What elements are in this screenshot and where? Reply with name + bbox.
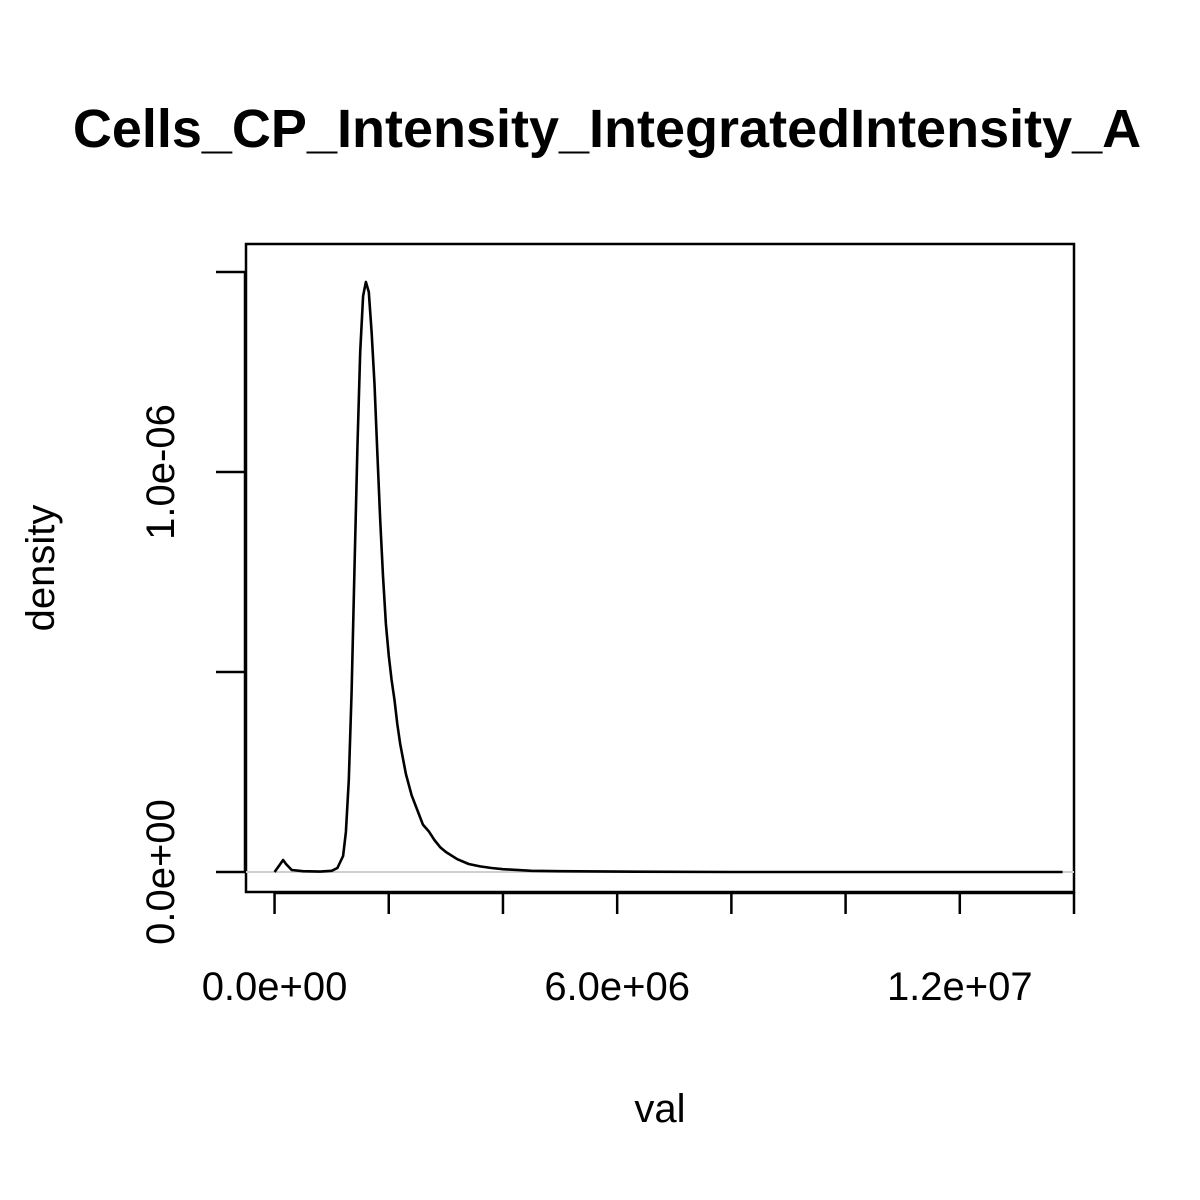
x-tick-label: 0.0e+00 [202, 965, 348, 1009]
x-tick-label: 6.0e+06 [544, 965, 690, 1009]
density-curve [273, 280, 1063, 874]
y-tick-label: 1.0e-06 [139, 404, 183, 540]
x-tick-label: 1.2e+07 [887, 965, 1033, 1009]
y-tick-label: 0.0e+00 [139, 799, 183, 945]
x-axis-label: val [634, 1087, 685, 1131]
chart-title: Cells_CP_Intensity_IntegratedIntensity_A [73, 99, 1141, 159]
y-axis-label: density [19, 505, 63, 632]
y-axis: 0.0e+00 1.0e-06 [139, 270, 247, 945]
x-axis: 0.0e+00 6.0e+06 1.2e+07 [202, 891, 1076, 1009]
plot-frame [244, 242, 1076, 894]
